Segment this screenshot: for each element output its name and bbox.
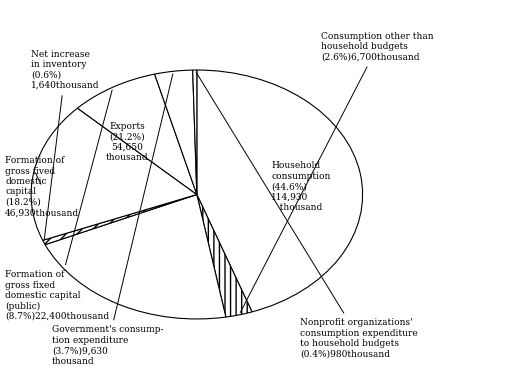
Wedge shape <box>197 70 363 312</box>
Text: Government's consump-
tion expenditure
(3.7%)9,630
thousand: Government's consump- tion expenditure (… <box>52 74 173 366</box>
Wedge shape <box>42 194 197 245</box>
Text: Exports
(21.2%)
54,650
thousand: Exports (21.2%) 54,650 thousand <box>106 122 149 162</box>
Text: Consumption other than
household budgets
(2.6%)6,700thousand: Consumption other than household budgets… <box>240 32 434 312</box>
Text: Formation of
gross fixed
domestic capital
(public)
(8.7%)22,400thousand: Formation of gross fixed domestic capita… <box>5 90 112 321</box>
Wedge shape <box>193 70 197 194</box>
Wedge shape <box>154 70 197 194</box>
Wedge shape <box>197 194 252 317</box>
Text: Formation of
gross fived
domestic
capital
(18.2%)
46,930thousand: Formation of gross fived domestic capita… <box>5 156 79 217</box>
Text: Nonprofit organizations'
consumption expenditure
to household budgets
(0.4%)980t: Nonprofit organizations' consumption exp… <box>196 72 418 359</box>
Wedge shape <box>31 108 197 240</box>
Wedge shape <box>45 194 226 319</box>
Text: Net increase
in inventory
(0.6%)
1,640thousand: Net increase in inventory (0.6%) 1,640th… <box>31 50 99 240</box>
Wedge shape <box>78 74 197 194</box>
Text: Household
consumption
(44.6%)
114,930
   thousand: Household consumption (44.6%) 114,930 th… <box>271 161 331 212</box>
